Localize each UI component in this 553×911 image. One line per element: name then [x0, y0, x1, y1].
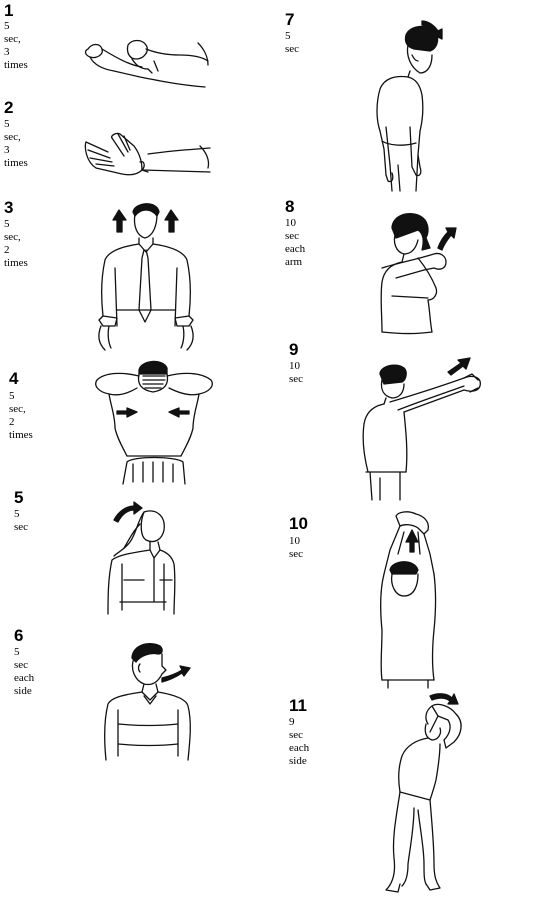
exercise-number: 6: [14, 626, 24, 645]
exercise-caption: 10 sec: [289, 360, 304, 385]
exercise-number: 10: [289, 514, 308, 533]
head-turn-illustration: [107, 501, 176, 615]
side-bend-stretch-illustration: [385, 693, 462, 893]
curved-arrow-icon: [437, 227, 457, 251]
shoulder-blade-squeeze-illustration: [95, 360, 213, 485]
curved-arrow-icon: [113, 501, 143, 523]
exercise-caption: 10 sec: [289, 535, 304, 560]
wrist-flexion-stretch-illustration: [84, 39, 209, 88]
exercise-number: 2: [4, 98, 14, 117]
shoulder-shrug-illustration: [98, 203, 194, 351]
arrow-right-icon: [116, 407, 138, 418]
exercise-caption: 5 sec, 2 times: [4, 218, 28, 269]
exercise-caption: 10 sec each arm: [285, 217, 306, 268]
arms-forward-stretch-illustration: [362, 357, 481, 501]
arrow-up-right-icon: [447, 357, 471, 376]
exercise-number: 1: [4, 1, 14, 20]
exercise-number: 3: [4, 198, 14, 217]
exercise-caption: 5 sec: [285, 30, 300, 55]
exercise-caption: 5 sec each side: [14, 646, 35, 697]
arrow-up-icon: [112, 209, 127, 233]
wrist-extension-stretch-illustration: [84, 132, 211, 176]
elbow-across-chest-illustration: [380, 213, 457, 335]
neck-rotation-illustration: [104, 643, 191, 761]
exercise-caption: 5 sec, 3 times: [4, 118, 28, 169]
arrow-up-icon: [164, 209, 179, 233]
exercise-caption: 9 sec each side: [289, 716, 310, 767]
curved-arrow-icon: [161, 665, 191, 683]
arrow-left-icon: [168, 407, 190, 418]
exercise-number: 7: [285, 10, 295, 29]
arrow-up-icon: [405, 529, 419, 553]
exercise-number: 5: [14, 488, 24, 507]
exercise-caption: 5 sec, 3 times: [4, 20, 28, 71]
exercise-caption: 5 sec, 2 times: [9, 390, 33, 441]
exercise-number: 4: [9, 369, 19, 388]
curved-arrow-icon: [429, 693, 459, 705]
exercise-number: 9: [289, 340, 299, 359]
exercise-number: 11: [289, 696, 307, 715]
exercise-number: 8: [285, 197, 295, 216]
arms-overhead-stretch-illustration: [380, 511, 437, 689]
exercise-caption: 5 sec: [14, 508, 29, 533]
neck-side-tilt-illustration: [376, 20, 443, 192]
